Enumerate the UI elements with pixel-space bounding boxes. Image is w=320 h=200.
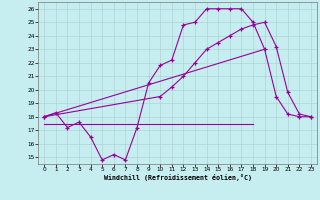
X-axis label: Windchill (Refroidissement éolien,°C): Windchill (Refroidissement éolien,°C) [104, 174, 252, 181]
